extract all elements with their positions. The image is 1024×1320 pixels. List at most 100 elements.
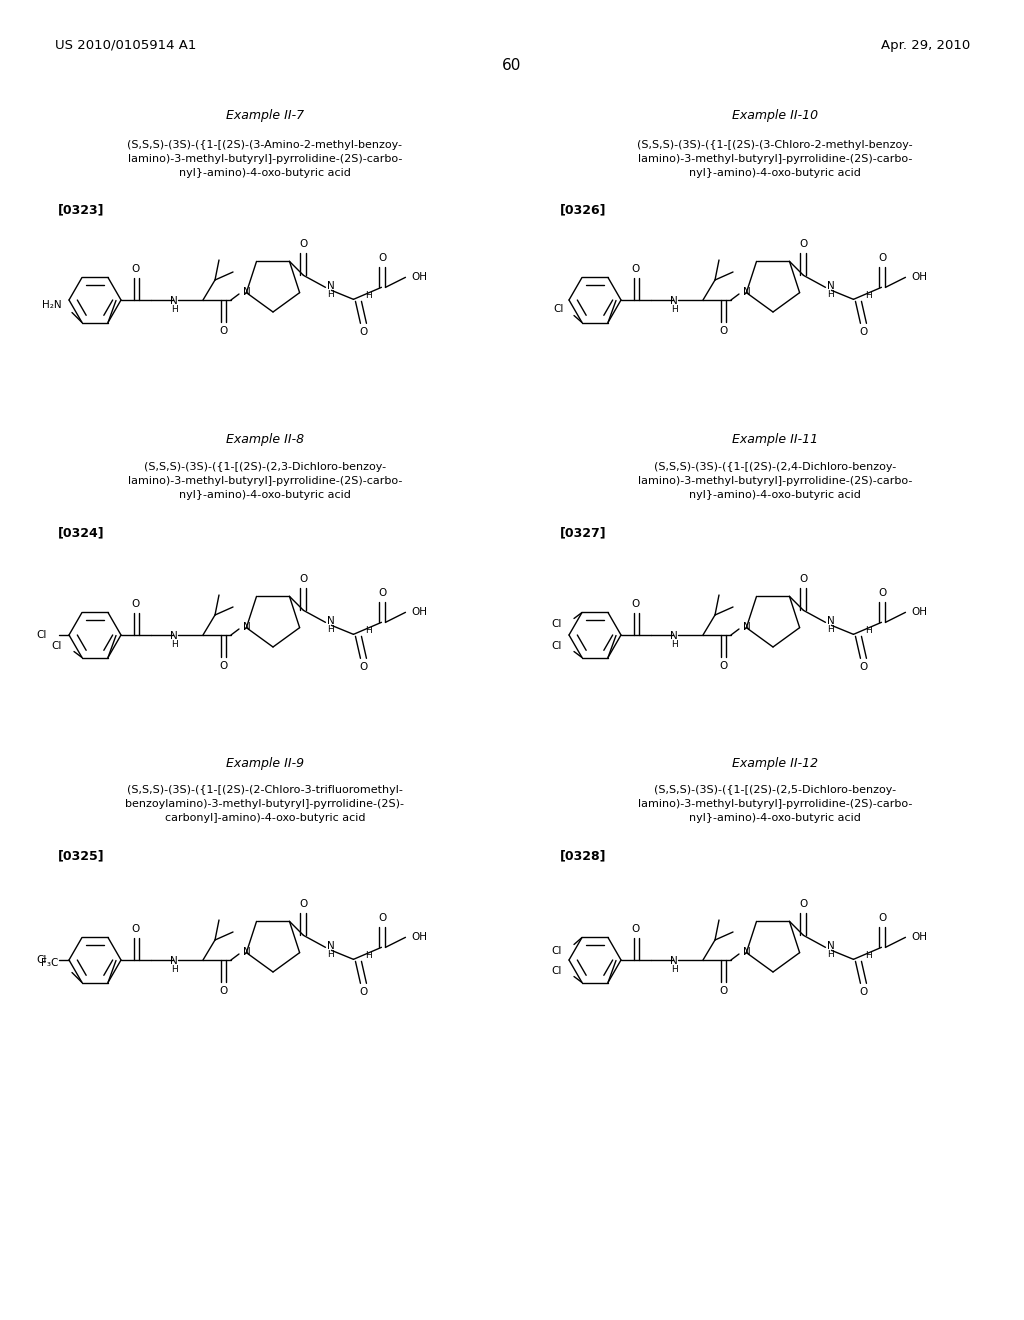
Text: Example II-7: Example II-7	[226, 108, 304, 121]
Text: O: O	[800, 899, 808, 909]
Text: H₂N: H₂N	[42, 300, 62, 309]
Text: Cl: Cl	[552, 619, 562, 630]
Text: O: O	[800, 239, 808, 249]
Text: O: O	[859, 663, 867, 672]
Text: [0324]: [0324]	[58, 527, 104, 540]
Text: OH: OH	[911, 272, 928, 282]
Text: O: O	[219, 661, 227, 671]
Text: O: O	[378, 253, 387, 264]
Text: N: N	[243, 286, 251, 297]
Text: N: N	[670, 296, 678, 306]
Text: H: H	[671, 305, 677, 314]
Text: N: N	[827, 941, 836, 952]
Text: N: N	[827, 616, 836, 627]
Text: Cl: Cl	[37, 954, 47, 965]
Text: H: H	[328, 626, 334, 635]
Text: O: O	[719, 986, 727, 997]
Text: O: O	[219, 986, 227, 997]
Text: H: H	[827, 290, 835, 300]
Text: H: H	[865, 626, 872, 635]
Text: (S,S,S)-(3S)-({1-[(2S)-(3-Amino-2-methyl-benzoy-
lamino)-3-methyl-butyryl]-pyrro: (S,S,S)-(3S)-({1-[(2S)-(3-Amino-2-methyl…	[128, 140, 402, 178]
Text: Example II-11: Example II-11	[732, 433, 818, 446]
Text: [0326]: [0326]	[560, 203, 606, 216]
Text: OH: OH	[412, 272, 427, 282]
Text: O: O	[719, 326, 727, 337]
Text: O: O	[879, 913, 887, 924]
Text: H: H	[671, 640, 677, 649]
Text: US 2010/0105914 A1: US 2010/0105914 A1	[55, 38, 197, 51]
Text: Cl: Cl	[37, 630, 47, 640]
Text: O: O	[719, 661, 727, 671]
Text: N: N	[243, 946, 251, 957]
Text: Cl: Cl	[552, 965, 562, 975]
Text: O: O	[378, 589, 387, 598]
Text: (S,S,S)-(3S)-({1-[(2S)-(2-Chloro-3-trifluoromethyl-
benzoylamino)-3-methyl-butyr: (S,S,S)-(3S)-({1-[(2S)-(2-Chloro-3-trifl…	[126, 785, 404, 822]
Text: N: N	[328, 616, 335, 627]
Text: O: O	[132, 264, 140, 275]
Text: N: N	[670, 956, 678, 966]
Text: (S,S,S)-(3S)-({1-[(2S)-(2,4-Dichloro-benzoy-
lamino)-3-methyl-butyryl]-pyrrolidi: (S,S,S)-(3S)-({1-[(2S)-(2,4-Dichloro-ben…	[638, 462, 912, 500]
Text: H: H	[171, 640, 177, 649]
Text: [0328]: [0328]	[560, 850, 606, 862]
Text: (S,S,S)-(3S)-({1-[(2S)-(2,3-Dichloro-benzoy-
lamino)-3-methyl-butyryl]-pyrrolidi: (S,S,S)-(3S)-({1-[(2S)-(2,3-Dichloro-ben…	[128, 462, 402, 500]
Text: O: O	[879, 253, 887, 264]
Text: O: O	[359, 663, 368, 672]
Text: O: O	[359, 327, 368, 338]
Text: N: N	[170, 296, 178, 306]
Text: O: O	[632, 599, 640, 609]
Text: H: H	[865, 290, 872, 300]
Text: O: O	[299, 574, 307, 585]
Text: Cl: Cl	[554, 304, 564, 314]
Text: H: H	[366, 626, 372, 635]
Text: O: O	[132, 599, 140, 609]
Text: O: O	[299, 239, 307, 249]
Text: H: H	[366, 290, 372, 300]
Text: N: N	[827, 281, 836, 292]
Text: N: N	[328, 941, 335, 952]
Text: H: H	[827, 626, 835, 635]
Text: H: H	[671, 965, 677, 974]
Text: O: O	[299, 899, 307, 909]
Text: H: H	[865, 950, 872, 960]
Text: N: N	[170, 956, 178, 966]
Text: OH: OH	[911, 932, 928, 942]
Text: F₃C: F₃C	[41, 957, 58, 968]
Text: O: O	[859, 987, 867, 998]
Text: [0323]: [0323]	[58, 203, 104, 216]
Text: OH: OH	[412, 932, 427, 942]
Text: O: O	[219, 326, 227, 337]
Text: H: H	[171, 305, 177, 314]
Text: Example II-8: Example II-8	[226, 433, 304, 446]
Text: [0327]: [0327]	[560, 527, 606, 540]
Text: (S,S,S)-(3S)-({1-[(2S)-(2,5-Dichloro-benzoy-
lamino)-3-methyl-butyryl]-pyrrolidi: (S,S,S)-(3S)-({1-[(2S)-(2,5-Dichloro-ben…	[638, 785, 912, 822]
Text: O: O	[632, 924, 640, 935]
Text: O: O	[359, 987, 368, 998]
Text: N: N	[743, 286, 751, 297]
Text: H: H	[366, 950, 372, 960]
Text: N: N	[743, 622, 751, 632]
Text: Apr. 29, 2010: Apr. 29, 2010	[881, 38, 970, 51]
Text: O: O	[378, 913, 387, 924]
Text: O: O	[632, 264, 640, 275]
Text: [0325]: [0325]	[58, 850, 104, 862]
Text: N: N	[243, 622, 251, 632]
Text: Example II-12: Example II-12	[732, 756, 818, 770]
Text: N: N	[328, 281, 335, 292]
Text: OH: OH	[412, 607, 427, 618]
Text: H: H	[328, 290, 334, 300]
Text: H: H	[827, 950, 835, 960]
Text: O: O	[800, 574, 808, 585]
Text: N: N	[743, 946, 751, 957]
Text: Cl: Cl	[51, 640, 62, 651]
Text: Cl: Cl	[552, 640, 562, 651]
Text: N: N	[170, 631, 178, 642]
Text: Cl: Cl	[552, 946, 562, 957]
Text: O: O	[132, 924, 140, 935]
Text: H: H	[171, 965, 177, 974]
Text: 60: 60	[503, 58, 521, 73]
Text: N: N	[670, 631, 678, 642]
Text: Example II-9: Example II-9	[226, 756, 304, 770]
Text: (S,S,S)-(3S)-({1-[(2S)-(3-Chloro-2-methyl-benzoy-
lamino)-3-methyl-butyryl]-pyrr: (S,S,S)-(3S)-({1-[(2S)-(3-Chloro-2-methy…	[637, 140, 912, 178]
Text: Example II-10: Example II-10	[732, 108, 818, 121]
Text: O: O	[859, 327, 867, 338]
